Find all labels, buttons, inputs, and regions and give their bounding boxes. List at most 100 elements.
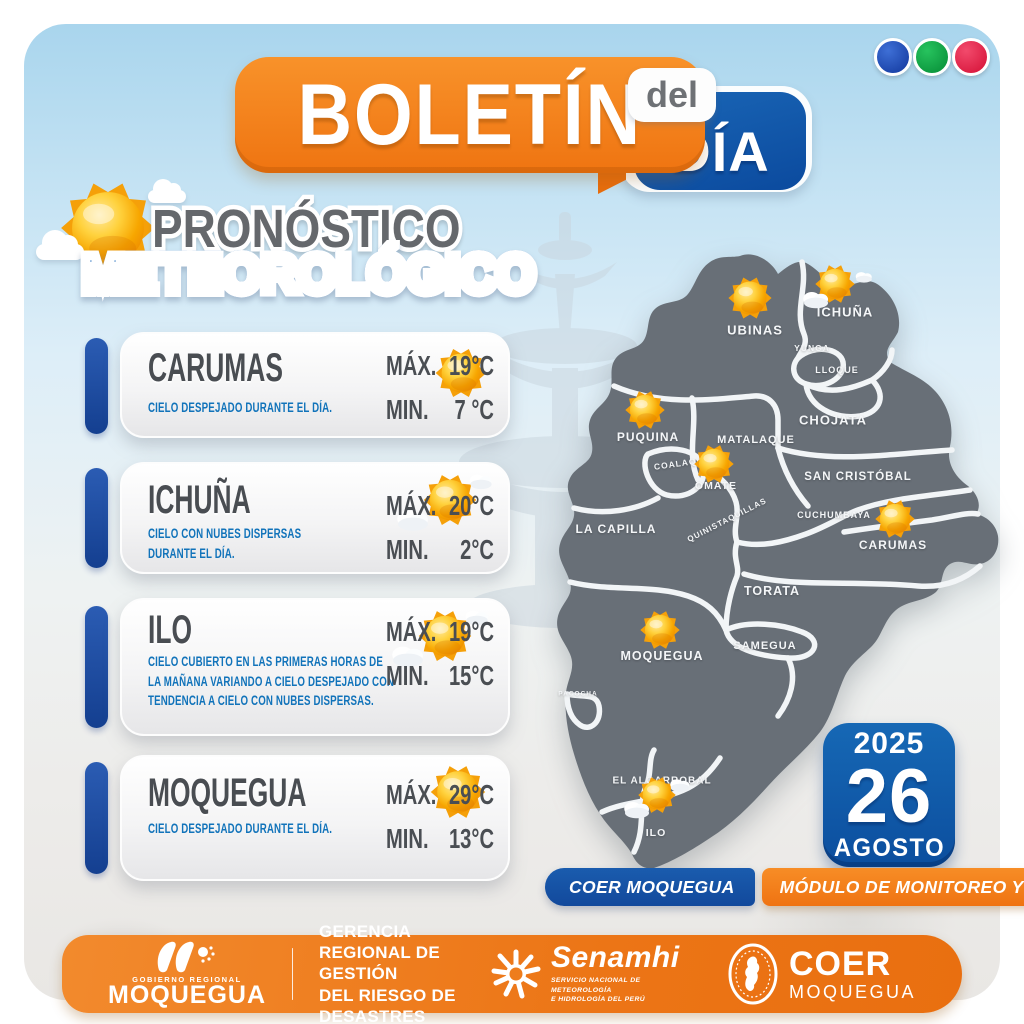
map-sun-ubinas-icon <box>728 277 772 319</box>
min-temp-row: MIN. 2°C <box>386 534 494 566</box>
city-name: ILO <box>148 608 193 652</box>
gerencia-line2: DEL RIESGO DE DESASTRES <box>318 985 456 1024</box>
forecast-description: CIELO CON NUBES DISPERSAS DURANTE EL DÍA… <box>148 526 302 561</box>
green-dot-icon <box>913 38 951 76</box>
strip-divider <box>755 868 762 906</box>
coer-sublabel: MOQUEGUA <box>788 982 916 1002</box>
min-value: 13°C <box>448 823 494 854</box>
max-label: MÁX. <box>386 779 437 810</box>
title-line1: PRONÓSTICO <box>148 195 464 264</box>
max-value: 20°C <box>448 490 494 521</box>
max-temp-row: MÁX. 20°C <box>386 490 494 522</box>
min-label: MIN. <box>386 394 429 425</box>
min-value: 7 °C <box>454 394 494 425</box>
map-sun-moquegua-icon <box>640 611 680 649</box>
temperature-block: MÁX. 20°C MIN. 2°C <box>386 490 494 566</box>
boletin-title: BOLETÍN <box>297 66 643 163</box>
min-value: 15°C <box>448 660 494 691</box>
del-pill: del <box>628 68 716 122</box>
map-cloud-ichuna-icon <box>803 291 829 309</box>
min-temp-row: MIN. 7 °C <box>386 394 494 426</box>
senamhi-tagline-line1: SERVICIO NACIONAL DE METEOROLOGÍA <box>550 977 641 994</box>
min-temp-row: MIN. 13°C <box>386 823 494 855</box>
map-cloud-algarrobal-icon <box>624 801 650 819</box>
cloud-icon <box>36 229 84 260</box>
forecast-description: CIELO DESPEJADO DURANTE EL DÍA. <box>148 821 333 836</box>
map-label-ichuna: ICHUÑA <box>816 304 874 320</box>
map-label-samegua: SAMEGUA <box>733 640 797 652</box>
map-label-torata: TORATA <box>744 584 800 598</box>
gobierno-regional-logo: GOBIERNO REGIONAL MOQUEGUA <box>108 940 266 1009</box>
min-label: MIN. <box>386 660 429 691</box>
gerencia-line1: GERENCIA REGIONAL DE GESTIÓN <box>318 921 441 984</box>
max-value: 19°C <box>448 350 494 381</box>
gobierno-moquegua-label: MOQUEGUA <box>108 981 266 1010</box>
moquegua-region-map: UBINAS ICHUÑA YUNGA LLOQUE CHOJATA PUQUI… <box>540 248 1000 876</box>
map-label-carumas: CARUMAS <box>858 538 928 552</box>
max-label: MÁX. <box>386 490 437 521</box>
city-name: MOQUEGUA <box>148 771 307 815</box>
map-shape <box>557 254 999 869</box>
forecast-description: CIELO CUBIERTO EN LAS PRIMERAS HORAS DE … <box>148 654 395 709</box>
date-year: 2025 <box>853 727 925 761</box>
city-name: ICHUÑA <box>148 478 251 522</box>
min-label: MIN. <box>386 823 429 854</box>
max-label: MÁX. <box>386 350 437 381</box>
map-label-la-capilla: LA CAPILLA <box>575 522 657 536</box>
map-label-yunga: YUNGA <box>794 343 830 353</box>
del-label: del <box>645 74 698 115</box>
forecast-card-carumas: CARUMAS CIELO DESPEJADO DURANTE EL DÍA. … <box>120 332 510 438</box>
map-sun-carumas-icon <box>875 500 915 538</box>
coer-strip-right: MÓDULO DE MONITOREO Y ANÁLISIS <box>761 868 1024 906</box>
coer-strip-right-label: MÓDULO DE MONITOREO Y ANÁLISIS <box>779 876 1024 897</box>
boletin-banner: BOLETÍN <box>235 57 705 173</box>
title-line2: METEOROLÓGICO <box>77 240 540 309</box>
map-sun-omate-icon <box>694 445 734 483</box>
map-label-matalaque: MATALAQUE <box>717 434 795 446</box>
min-temp-row: MIN. 15°C <box>386 660 494 692</box>
date-month: AGOSTO <box>833 833 945 862</box>
moquegua-logo-icon <box>157 941 215 972</box>
coer-logo: COER MOQUEGUA <box>727 943 916 1005</box>
map-label-cuchumbaya: CUCHUMBAYA <box>797 510 871 520</box>
map-label-omate: OMATE <box>694 480 738 492</box>
coer-label: COER <box>788 945 892 983</box>
min-label: MIN. <box>386 534 429 565</box>
map-label-pacocha: PACOCHA <box>558 690 598 698</box>
senamhi-tagline: SERVICIO NACIONAL DE METEOROLOGÍA E HIDR… <box>551 976 701 1005</box>
red-dot-icon <box>952 38 990 76</box>
forecast-card-ichuna: ICHUÑA CIELO CON NUBES DISPERSAS DURANTE… <box>120 462 510 574</box>
gobierno-regional-label: GOBIERNO REGIONAL <box>132 974 242 984</box>
map-sun-puquina-icon <box>625 391 665 429</box>
max-temp-row: MÁX. 19°C <box>386 616 494 648</box>
coer-strip-left-label: COER MOQUEGUA <box>569 876 735 897</box>
forecast-description: CIELO DESPEJADO DURANTE EL DÍA. <box>148 400 333 415</box>
max-value: 19°C <box>448 616 494 647</box>
map-cloud-ichuna-small-icon <box>855 272 872 283</box>
senamhi-tagline-line2: E HIDROLOGÍA DEL PERÚ <box>550 996 646 1004</box>
max-temp-row: MÁX. 29°C <box>386 779 494 811</box>
date-badge: 2025 26 AGOSTO <box>823 723 955 867</box>
min-value: 2°C <box>460 534 494 565</box>
card-accent-bar <box>85 338 108 434</box>
coer-badge-icon <box>728 943 778 1005</box>
map-label-moquegua: MOQUEGUA <box>620 649 704 663</box>
max-temp-row: MÁX. 19°C <box>386 350 494 382</box>
forecast-card-ilo: ILO CIELO CUBIERTO EN LAS PRIMERAS HORAS… <box>120 598 510 736</box>
map-label-chojata: CHOJATA <box>799 412 867 428</box>
map-label-lloque: LLOQUE <box>815 365 859 375</box>
map-label-ubinas: UBINAS <box>727 322 783 338</box>
map-label-puquina: PUQUINA <box>616 430 680 444</box>
card-accent-bar <box>85 606 108 728</box>
gerencia-text: GERENCIA REGIONAL DE GESTIÓN DEL RIESGO … <box>319 921 463 1024</box>
map-label-san-cristobal: SAN CRISTÓBAL <box>804 471 912 483</box>
card-accent-bar <box>85 468 108 568</box>
footer-divider <box>292 948 293 1000</box>
forecast-card-moquegua: MOQUEGUA CIELO DESPEJADO DURANTE EL DÍA.… <box>120 755 510 881</box>
card-accent-bar <box>85 762 108 874</box>
window-dots <box>874 38 990 76</box>
max-label: MÁX. <box>386 616 437 647</box>
cloud-icon <box>469 474 492 490</box>
map-label-ilo: ILO <box>645 827 667 839</box>
